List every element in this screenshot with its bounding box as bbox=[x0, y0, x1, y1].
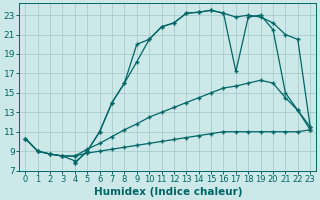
X-axis label: Humidex (Indice chaleur): Humidex (Indice chaleur) bbox=[93, 187, 242, 197]
